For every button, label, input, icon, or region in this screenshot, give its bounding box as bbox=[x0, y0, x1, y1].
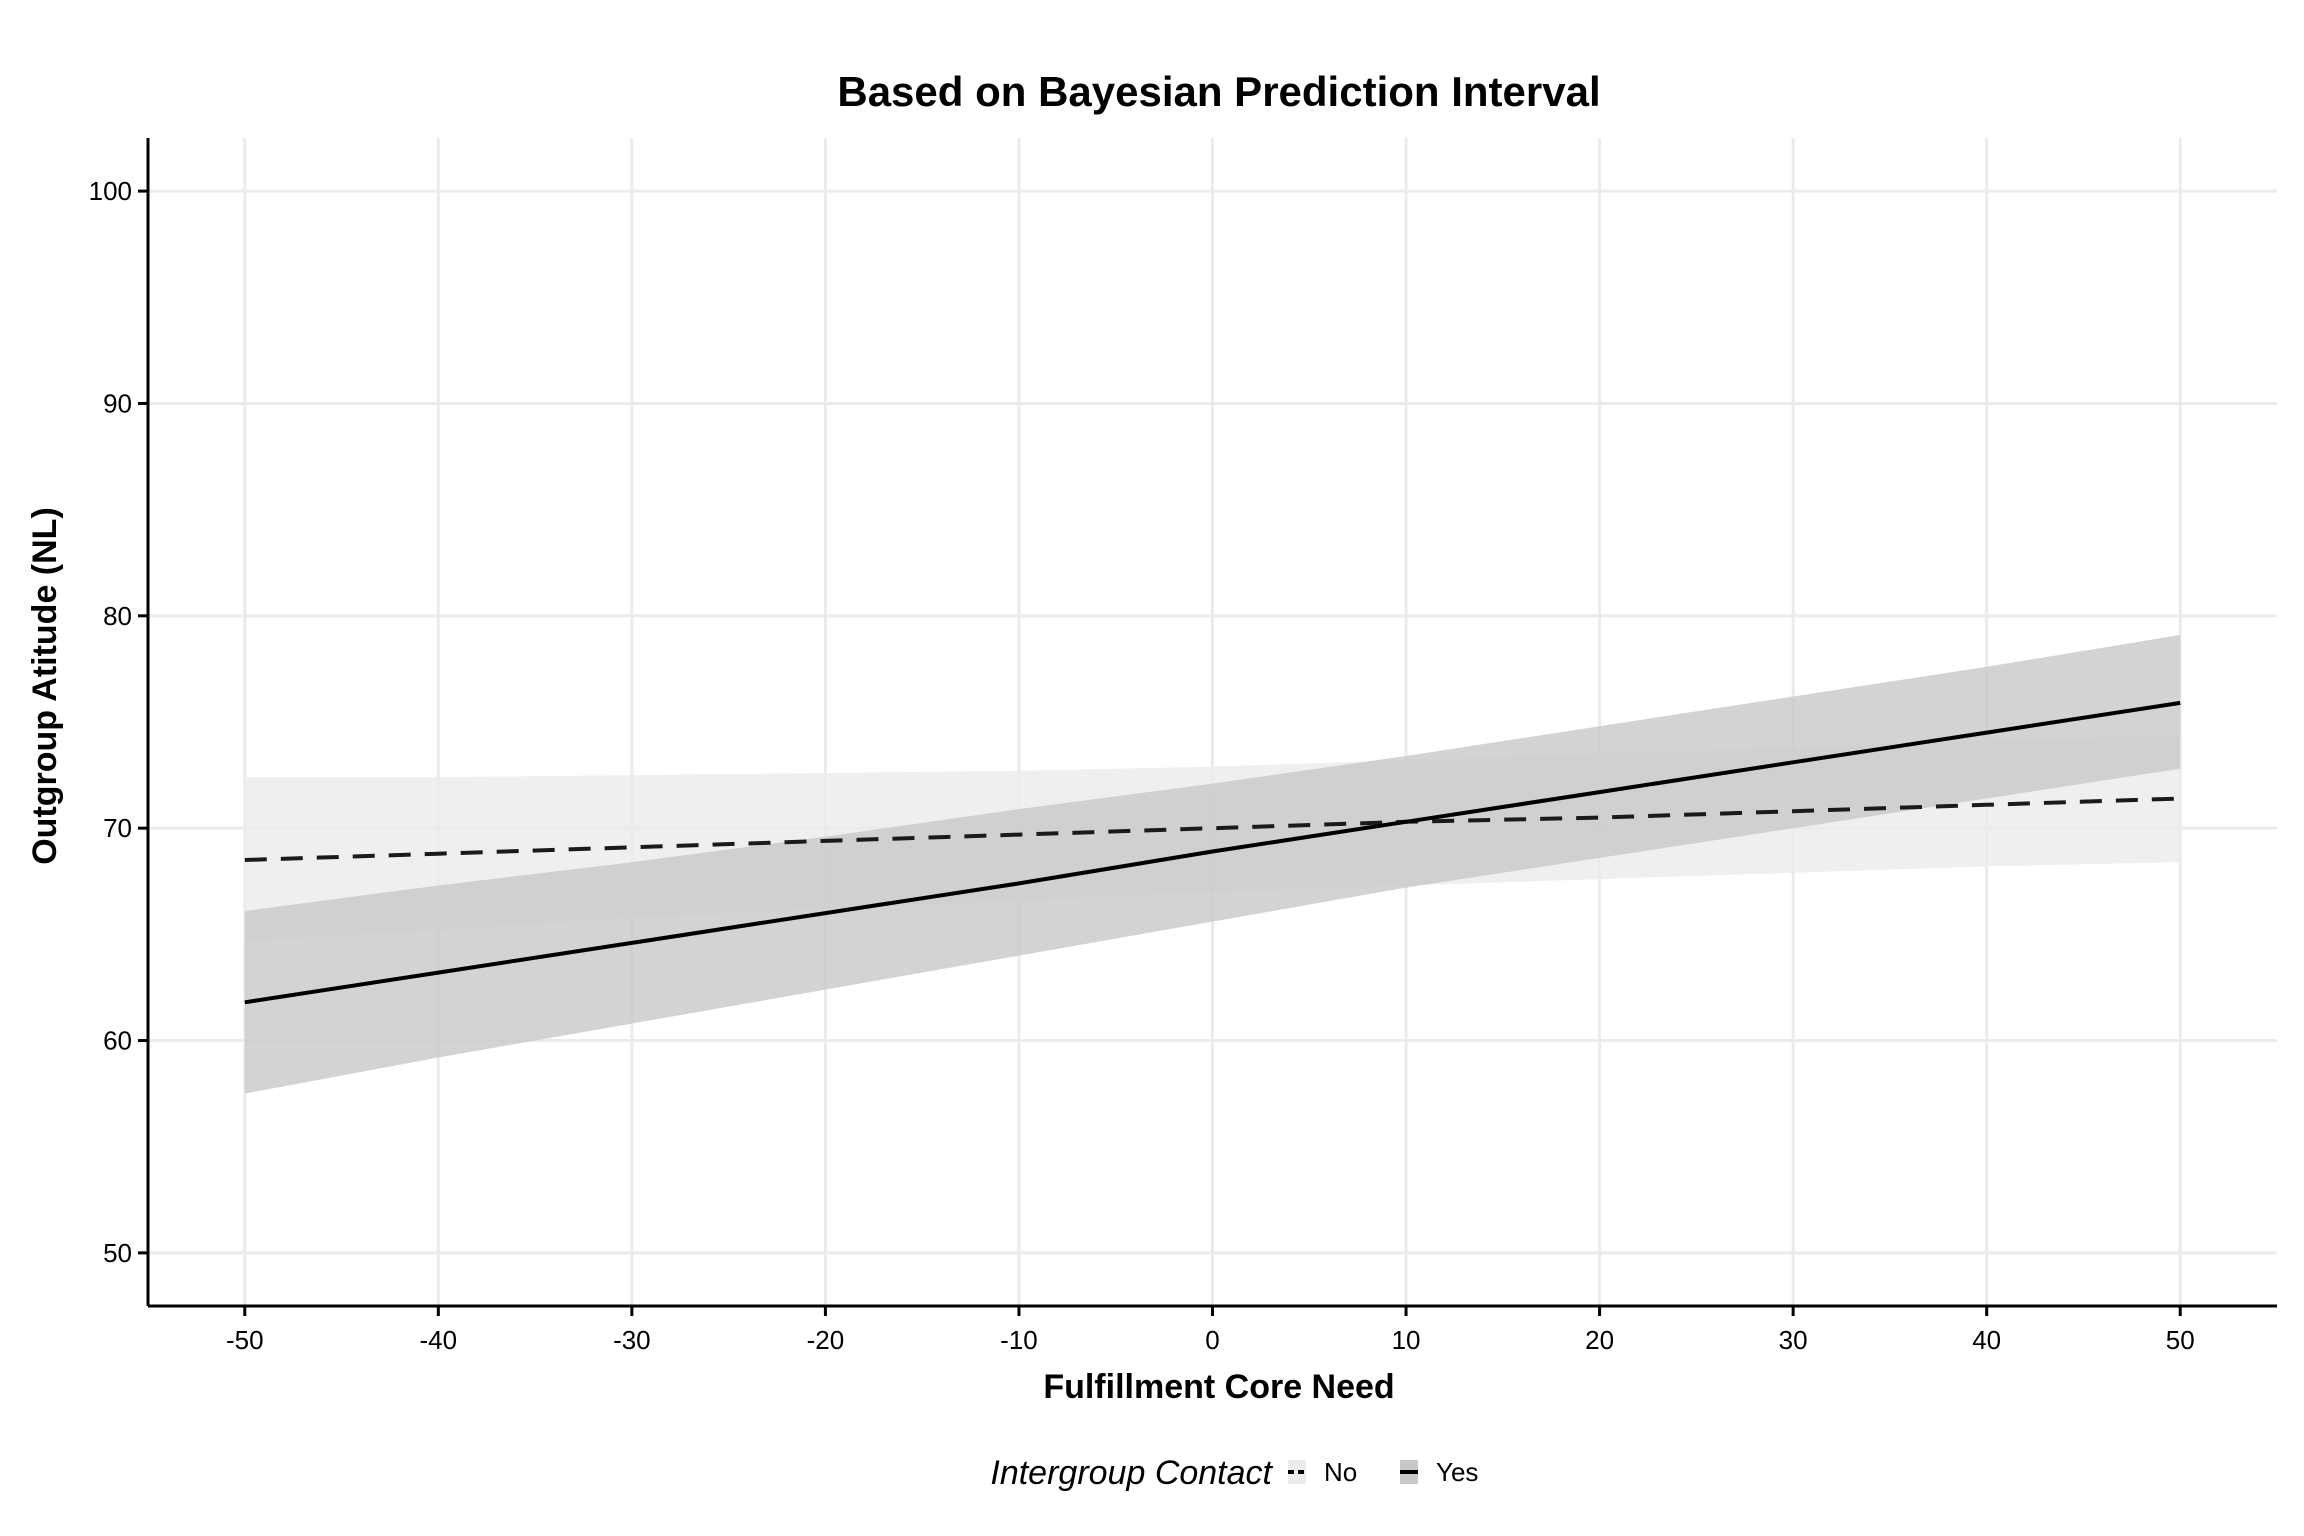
x-axis-ticks: -50 -40 -30 -20 -10 0 10 20 30 40 50 bbox=[226, 1306, 2195, 1355]
band-yes bbox=[244, 634, 2181, 1094]
x-tick-label: -40 bbox=[420, 1325, 458, 1355]
x-tick-label: 20 bbox=[1585, 1325, 1614, 1355]
y-tick-label: 90 bbox=[103, 388, 132, 418]
y-tick-label: 100 bbox=[89, 176, 132, 206]
x-tick-label: -30 bbox=[613, 1325, 651, 1355]
x-tick-label: -50 bbox=[226, 1325, 264, 1355]
x-tick-label: 30 bbox=[1779, 1325, 1808, 1355]
line-yes bbox=[244, 700, 2181, 1005]
y-axis-title: Outgroup Atitude (NL) bbox=[26, 507, 64, 865]
x-tick-label: 10 bbox=[1392, 1325, 1421, 1355]
chart-title: Based on Bayesian Prediction Interval bbox=[837, 68, 1600, 115]
x-tick-label: 50 bbox=[2166, 1325, 2195, 1355]
y-tick-label: 50 bbox=[103, 1238, 132, 1268]
x-axis-title: Fulfillment Core Need bbox=[1043, 1368, 1394, 1406]
legend-item-yes: Yes bbox=[1400, 1457, 1478, 1487]
x-tick-label: -20 bbox=[807, 1325, 845, 1355]
x-tick-label: 40 bbox=[1972, 1325, 2001, 1355]
x-tick-label: -10 bbox=[1000, 1325, 1038, 1355]
legend-label-no: No bbox=[1324, 1457, 1357, 1487]
y-tick-label: 60 bbox=[103, 1026, 132, 1056]
series-lines bbox=[244, 700, 2181, 1005]
legend-key-no bbox=[1288, 1460, 1306, 1484]
legend-item-no: No bbox=[1288, 1457, 1357, 1487]
legend: Intergroup Contact No Yes bbox=[990, 1454, 1478, 1492]
y-tick-label: 70 bbox=[103, 813, 132, 843]
y-tick-label: 80 bbox=[103, 601, 132, 631]
legend-label-yes: Yes bbox=[1436, 1457, 1478, 1487]
legend-title: Intergroup Contact bbox=[990, 1454, 1273, 1492]
y-axis-ticks: 50 60 70 80 90 100 bbox=[89, 176, 148, 1268]
prediction-bands bbox=[244, 634, 2181, 1094]
x-tick-label: 0 bbox=[1205, 1325, 1219, 1355]
